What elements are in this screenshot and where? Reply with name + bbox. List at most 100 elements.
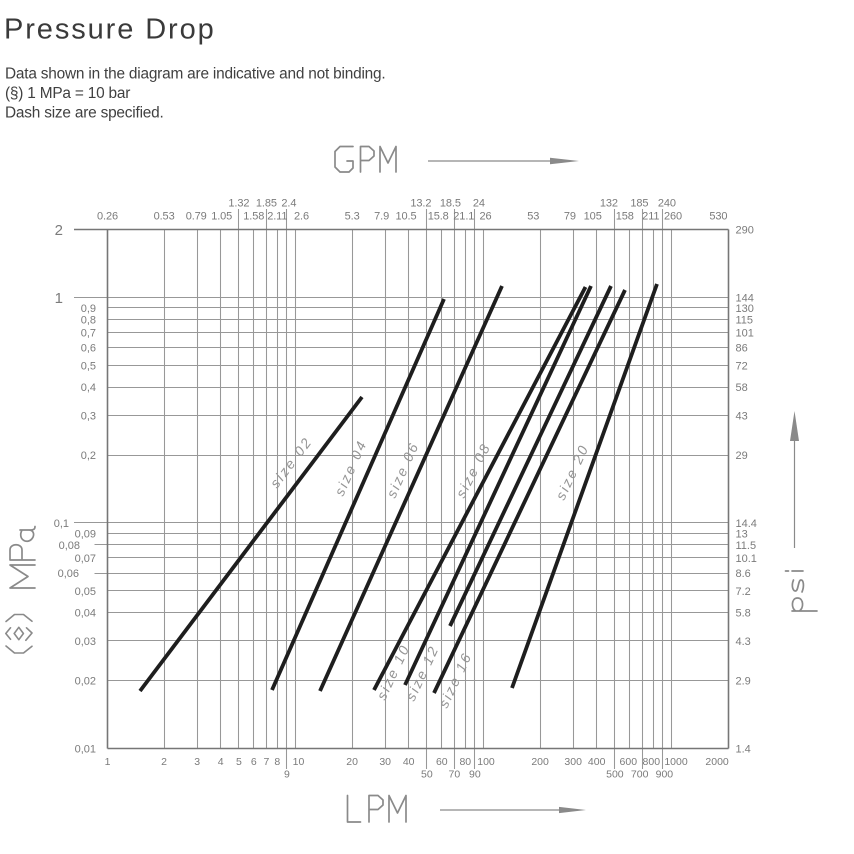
svg-text:13: 13 [736, 528, 748, 540]
svg-text:115: 115 [736, 314, 754, 326]
svg-text:(§) 1 MPa = 10 bar: (§) 1 MPa = 10 bar [5, 85, 130, 102]
svg-text:0.53: 0.53 [154, 211, 175, 223]
svg-text:40: 40 [403, 756, 415, 768]
svg-text:0,01: 0,01 [75, 744, 96, 756]
svg-text:11.5: 11.5 [736, 540, 757, 552]
svg-text:2: 2 [55, 222, 63, 239]
svg-text:130: 130 [736, 303, 754, 315]
svg-text:211: 211 [642, 211, 659, 223]
svg-text:70: 70 [449, 769, 461, 781]
svg-text:1.85: 1.85 [256, 198, 277, 210]
svg-text:0,09: 0,09 [75, 528, 96, 540]
svg-text:101: 101 [736, 327, 754, 339]
svg-text:58: 58 [736, 382, 748, 394]
svg-text:60: 60 [436, 756, 448, 768]
svg-text:158: 158 [616, 211, 634, 223]
svg-text:100: 100 [477, 756, 495, 768]
svg-text:7: 7 [263, 756, 269, 768]
svg-text:14.4: 14.4 [736, 518, 757, 530]
svg-text:185: 185 [630, 198, 648, 210]
svg-text:0,05: 0,05 [75, 586, 96, 598]
svg-text:79: 79 [564, 211, 576, 223]
svg-text:0,04: 0,04 [75, 608, 96, 620]
svg-text:8: 8 [274, 756, 280, 768]
svg-text:53: 53 [527, 211, 539, 223]
svg-text:3: 3 [194, 756, 200, 768]
svg-text:10.5: 10.5 [395, 211, 416, 223]
svg-text:5.8: 5.8 [736, 608, 751, 620]
svg-text:0,1: 0,1 [54, 518, 69, 530]
svg-text:300: 300 [564, 756, 582, 768]
svg-text:0,9: 0,9 [81, 303, 96, 315]
svg-text:8.6: 8.6 [736, 568, 751, 580]
svg-text:0,08: 0,08 [59, 540, 80, 552]
svg-text:7.2: 7.2 [736, 586, 751, 598]
svg-text:530: 530 [709, 211, 727, 223]
svg-text:86: 86 [736, 343, 748, 355]
svg-text:0.26: 0.26 [97, 211, 118, 223]
svg-text:Dash size are specified.: Dash size are specified. [5, 105, 164, 122]
svg-text:2.6: 2.6 [294, 211, 309, 223]
svg-text:72: 72 [736, 360, 748, 372]
svg-text:15.8: 15.8 [428, 211, 449, 223]
svg-text:1.4: 1.4 [736, 744, 751, 756]
svg-text:2000: 2000 [705, 756, 729, 768]
svg-text:500: 500 [606, 769, 624, 781]
svg-text:24: 24 [473, 198, 485, 210]
svg-text:50: 50 [421, 769, 433, 781]
svg-text:Pressure Drop: Pressure Drop [4, 14, 216, 46]
svg-text:0,5: 0,5 [81, 360, 96, 372]
svg-text:80: 80 [459, 756, 471, 768]
svg-text:2.11: 2.11 [267, 211, 287, 223]
svg-text:1.32: 1.32 [228, 198, 249, 210]
svg-text:0,7: 0,7 [81, 327, 96, 339]
svg-text:144: 144 [736, 293, 754, 305]
svg-text:43: 43 [736, 410, 748, 422]
svg-text:18.5: 18.5 [440, 198, 461, 210]
svg-text:132: 132 [600, 198, 618, 210]
svg-text:290: 290 [736, 225, 754, 237]
svg-text:600: 600 [620, 756, 638, 768]
svg-text:0,2: 0,2 [81, 450, 96, 462]
svg-text:2.9: 2.9 [736, 676, 751, 688]
svg-text:1.58: 1.58 [243, 211, 264, 223]
svg-text:0,4: 0,4 [81, 382, 96, 394]
svg-text:7.9: 7.9 [374, 211, 389, 223]
svg-text:0,3: 0,3 [81, 410, 96, 422]
svg-text:105: 105 [584, 211, 602, 223]
svg-text:30: 30 [379, 756, 391, 768]
svg-text:20: 20 [346, 756, 358, 768]
svg-text:800: 800 [643, 756, 661, 768]
svg-text:0,02: 0,02 [75, 676, 96, 688]
svg-text:10.1: 10.1 [736, 553, 757, 565]
svg-text:200: 200 [531, 756, 549, 768]
svg-text:1: 1 [55, 290, 63, 307]
svg-text:2.4: 2.4 [281, 198, 296, 210]
svg-text:900: 900 [656, 769, 674, 781]
svg-text:4.3: 4.3 [736, 636, 751, 648]
svg-text:0,03: 0,03 [75, 636, 96, 648]
svg-text:10: 10 [293, 756, 305, 768]
svg-text:4: 4 [218, 756, 224, 768]
svg-text:0,6: 0,6 [81, 343, 96, 355]
svg-text:29: 29 [736, 450, 748, 462]
svg-text:26: 26 [479, 211, 491, 223]
svg-text:0,8: 0,8 [81, 314, 96, 326]
svg-text:21.1: 21.1 [453, 211, 474, 223]
svg-text:260: 260 [664, 211, 682, 223]
svg-text:90: 90 [469, 769, 481, 781]
svg-text:0,07: 0,07 [75, 553, 96, 565]
svg-text:240: 240 [658, 198, 676, 210]
svg-text:700: 700 [631, 769, 649, 781]
svg-text:400: 400 [588, 756, 606, 768]
svg-text:1.05: 1.05 [211, 211, 232, 223]
svg-text:1000: 1000 [664, 756, 688, 768]
svg-text:5.3: 5.3 [345, 211, 360, 223]
svg-text:Data shown in the diagram are: Data shown in the diagram are indicative… [5, 66, 385, 83]
svg-text:5: 5 [236, 756, 242, 768]
svg-text:6: 6 [251, 756, 257, 768]
svg-text:2: 2 [161, 756, 167, 768]
svg-text:9: 9 [284, 769, 290, 781]
svg-text:0,06: 0,06 [58, 568, 79, 580]
svg-text:0.79: 0.79 [186, 211, 207, 223]
